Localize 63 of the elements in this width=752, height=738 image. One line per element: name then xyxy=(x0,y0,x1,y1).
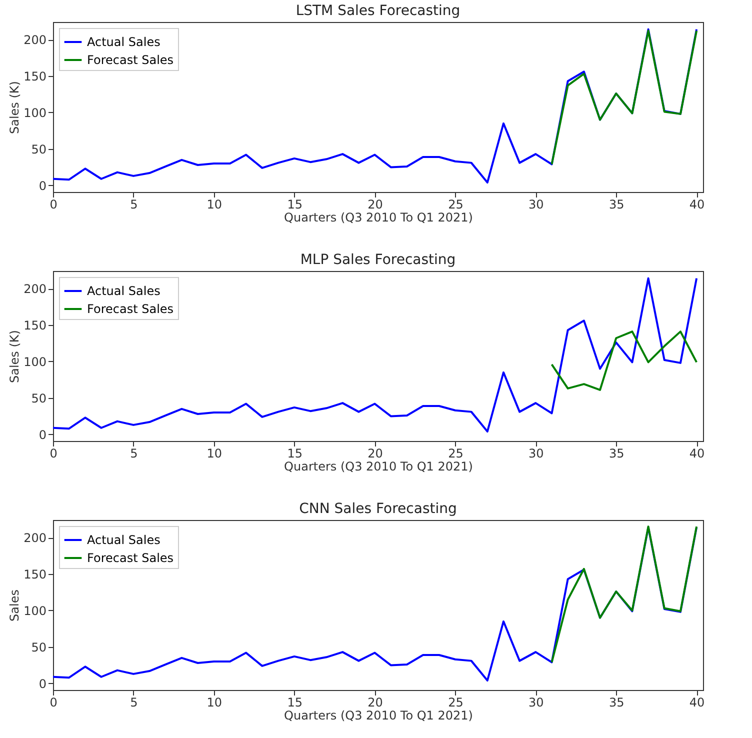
x-tick-label: 30 xyxy=(528,696,544,710)
line-series xyxy=(53,28,698,184)
x-tick-label: 30 xyxy=(528,446,544,460)
y-axis-title: Sales (K) xyxy=(8,330,22,383)
y-tick-label: 0 xyxy=(38,178,46,193)
x-tick-label: 5 xyxy=(130,446,138,460)
x-tick-label: 0 xyxy=(50,198,58,212)
x-tick-label: 40 xyxy=(689,446,705,460)
x-tick-label: 20 xyxy=(368,696,383,710)
x-axis-title: Quarters (Q3 2010 To Q1 2021) xyxy=(284,708,473,722)
x-tick-label: 15 xyxy=(287,198,302,212)
x-tick-label: 15 xyxy=(287,696,302,710)
line-series xyxy=(550,526,698,664)
line-series xyxy=(550,330,698,391)
legend-label: Forecast Sales xyxy=(87,302,174,316)
x-tick-label: 25 xyxy=(448,198,464,212)
y-tick-label: 50 xyxy=(31,142,46,156)
x-tick-label: 40 xyxy=(689,696,705,710)
chart-title: CNN Sales Forecasting xyxy=(299,501,457,517)
x-tick-label: 10 xyxy=(206,446,222,460)
y-tick-label: 200 xyxy=(24,33,46,48)
x-tick-label: 0 xyxy=(50,696,58,710)
legend-label: Actual Sales xyxy=(87,284,160,298)
x-tick-label: 35 xyxy=(608,198,624,212)
legend-label: Forecast Sales xyxy=(87,551,174,565)
y-axis-title: Sales (K) xyxy=(8,81,22,134)
x-tick-label: 5 xyxy=(130,198,138,212)
y-tick-label: 150 xyxy=(24,567,46,582)
x-axis-title: Quarters (Q3 2010 To Q1 2021) xyxy=(284,460,473,474)
x-tick-label: 0 xyxy=(50,446,58,460)
x-tick-label: 35 xyxy=(608,696,624,710)
x-tick-label: 30 xyxy=(528,198,544,212)
y-tick-label: 100 xyxy=(24,106,46,120)
x-tick-label: 40 xyxy=(689,198,705,212)
y-tick-label: 100 xyxy=(24,354,46,369)
line-series xyxy=(53,277,698,433)
x-tick-label: 15 xyxy=(287,446,302,460)
y-tick-label: 200 xyxy=(24,282,46,296)
line-series xyxy=(550,30,698,166)
x-tick-label: 20 xyxy=(368,446,383,460)
legend-label: Actual Sales xyxy=(87,35,160,49)
y-axis-title: Sales xyxy=(8,590,22,622)
legend-label: Actual Sales xyxy=(87,533,160,547)
x-tick-label: 10 xyxy=(206,696,222,710)
y-tick-label: 50 xyxy=(31,640,46,654)
y-tick-label: 150 xyxy=(24,69,46,84)
x-tick-label: 25 xyxy=(448,696,464,710)
y-tick-label: 0 xyxy=(38,676,46,691)
y-tick-label: 150 xyxy=(24,318,46,332)
y-tick-label: 0 xyxy=(38,428,46,442)
x-tick-label: 10 xyxy=(206,198,222,212)
x-tick-label: 5 xyxy=(130,696,138,710)
chart-title: LSTM Sales Forecasting xyxy=(296,3,460,19)
y-tick-label: 200 xyxy=(24,531,46,546)
y-tick-label: 100 xyxy=(24,604,46,618)
legend-label: Forecast Sales xyxy=(87,53,174,67)
x-tick-label: 20 xyxy=(368,198,383,212)
y-tick-label: 50 xyxy=(31,391,46,406)
line-series xyxy=(53,526,698,682)
x-tick-label: 35 xyxy=(608,446,624,460)
x-tick-label: 25 xyxy=(448,446,464,460)
x-axis-title: Quarters (Q3 2010 To Q1 2021) xyxy=(284,210,473,224)
chart-title: MLP Sales Forecasting xyxy=(300,252,456,268)
